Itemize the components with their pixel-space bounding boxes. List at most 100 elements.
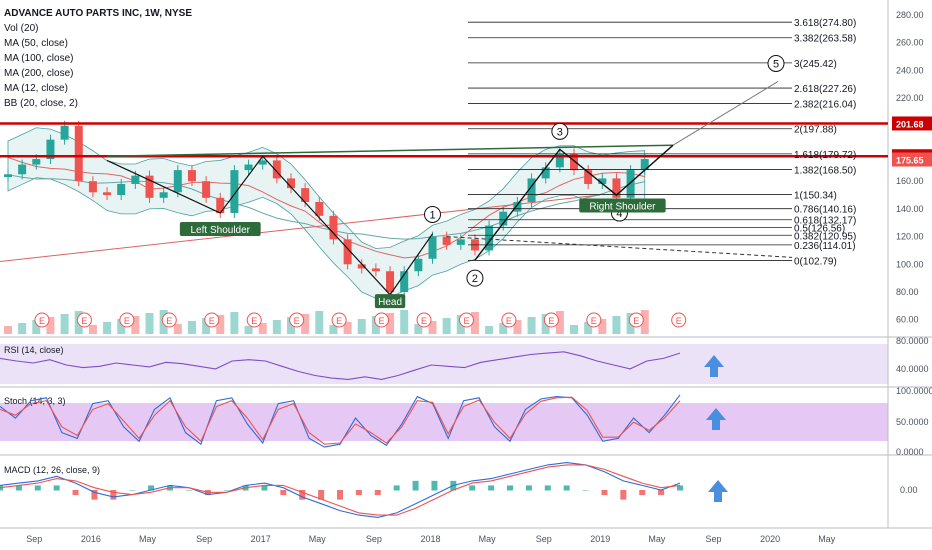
volume-bar [258, 323, 267, 334]
volume-bar [499, 323, 508, 334]
candle-body [301, 188, 310, 202]
earnings-marker [331, 312, 347, 328]
left-shoulder-label: Left Shoulder [191, 225, 251, 236]
fib-level-label: 0.236(114.01) [794, 241, 856, 252]
legend-item-ma12[interactable]: MA (12, close) [4, 83, 68, 94]
candle-body [527, 178, 536, 202]
candle-body [555, 153, 564, 168]
volume-bar [598, 319, 607, 334]
volume-bar [244, 326, 253, 334]
candle-body [18, 164, 27, 175]
macd-histogram-bar [355, 490, 362, 496]
earnings-marker-label: E [548, 316, 554, 326]
candle-body [145, 175, 154, 198]
head-label: Head [378, 297, 402, 308]
macd-histogram-bar [412, 480, 419, 491]
volume-bar [400, 310, 409, 334]
macd-histogram-bar [658, 490, 665, 496]
candle-body [117, 183, 126, 196]
fib-level-label: 0.786(140.16) [794, 205, 856, 216]
earnings-marker [289, 312, 305, 328]
fib-level-label: 0.5(126.56) [794, 224, 845, 235]
candle-body [386, 271, 395, 292]
volume-bar [173, 324, 182, 334]
volume-bar [187, 321, 196, 334]
time-tick-label: May [309, 534, 327, 544]
volume-bar [470, 312, 479, 334]
candle-body [173, 170, 182, 193]
volume-bar [371, 316, 380, 334]
candle-body [46, 139, 55, 160]
wave-label: 5 [773, 58, 779, 70]
candle-body [428, 236, 437, 259]
wave-label-circle [551, 122, 569, 140]
candle-body [131, 175, 140, 184]
candle-body [584, 170, 593, 184]
volume-bar [442, 318, 451, 334]
price-marker-label: 175.65 [896, 156, 924, 166]
legend-item-ma50[interactable]: MA (50, close) [4, 38, 68, 49]
candle-body [357, 264, 366, 269]
wave-label: 3 [557, 126, 563, 138]
ma-200-line [0, 194, 601, 263]
volume-bar [612, 316, 621, 334]
earnings-marker [416, 312, 432, 328]
price-tick-label: 100.00 [896, 259, 924, 269]
earnings-marker-label: E [379, 316, 385, 326]
candle-body [230, 170, 239, 214]
candle-body [485, 225, 494, 251]
macd-histogram-bar [582, 490, 589, 491]
rsi-tick-label: 80.0000 [896, 336, 929, 346]
right-shoulder-label: Right Shoulder [589, 202, 656, 213]
volume-bar [60, 314, 69, 334]
candle-body [4, 174, 12, 178]
macd-histogram-bar [507, 485, 513, 491]
candle-body [216, 197, 225, 214]
earnings-marker-label: E [591, 316, 597, 326]
time-tick-label: 2017 [251, 534, 271, 544]
macd-histogram-bar [620, 490, 627, 500]
legend-item-vol[interactable]: Vol (20) [4, 23, 39, 34]
price-tick-label: 260.00 [896, 38, 924, 48]
fib-level-label: 2.618(227.26) [794, 84, 856, 95]
ma-100-line [7, 174, 645, 240]
candle-body [159, 192, 168, 198]
price-tick-label: 80.00 [896, 287, 919, 297]
candle-body [329, 215, 338, 240]
volume-bar [357, 319, 366, 334]
macd-up-arrow [708, 480, 728, 502]
head-shoulders-pattern [106, 155, 433, 296]
rsi-panel-background [0, 344, 888, 384]
right-shoulder-label-background [579, 198, 666, 213]
stoch-tick-label: 100.0000 [896, 386, 932, 396]
macd-label: MACD (12, 26, close, 9) [4, 465, 100, 475]
volume-bar [584, 322, 593, 334]
volume-bar [272, 320, 281, 334]
legend-item-ma100[interactable]: MA (100, close) [4, 53, 74, 64]
candle-body [187, 170, 196, 182]
volume-bar [315, 311, 324, 334]
bollinger-band [7, 127, 646, 299]
macd-histogram-bar [185, 490, 192, 491]
legend-item-bb[interactable]: BB (20, close, 2) [4, 98, 78, 109]
macd-histogram-bar [544, 485, 551, 491]
candle-body [244, 164, 253, 171]
earnings-marker [76, 312, 92, 328]
macd-histogram-bar [223, 490, 230, 491]
earnings-marker [246, 312, 262, 328]
candle-body [499, 211, 508, 226]
macd-histogram-bar [53, 485, 60, 491]
chart-title: ADVANCE AUTO PARTS INC, 1W, NYSE [4, 8, 192, 19]
macd-histogram-bar [488, 485, 495, 491]
wave-label: 1 [429, 209, 435, 221]
time-tick-label: Sep [26, 534, 42, 544]
volume-bar [329, 325, 338, 334]
price-tick-label: 60.00 [896, 315, 919, 325]
price-tick-label: 280.00 [896, 10, 924, 20]
wave-label-circle [466, 269, 484, 287]
candle-body [570, 153, 578, 171]
legend-item-ma200[interactable]: MA (200, close) [4, 68, 74, 79]
volume-bar [527, 317, 536, 334]
